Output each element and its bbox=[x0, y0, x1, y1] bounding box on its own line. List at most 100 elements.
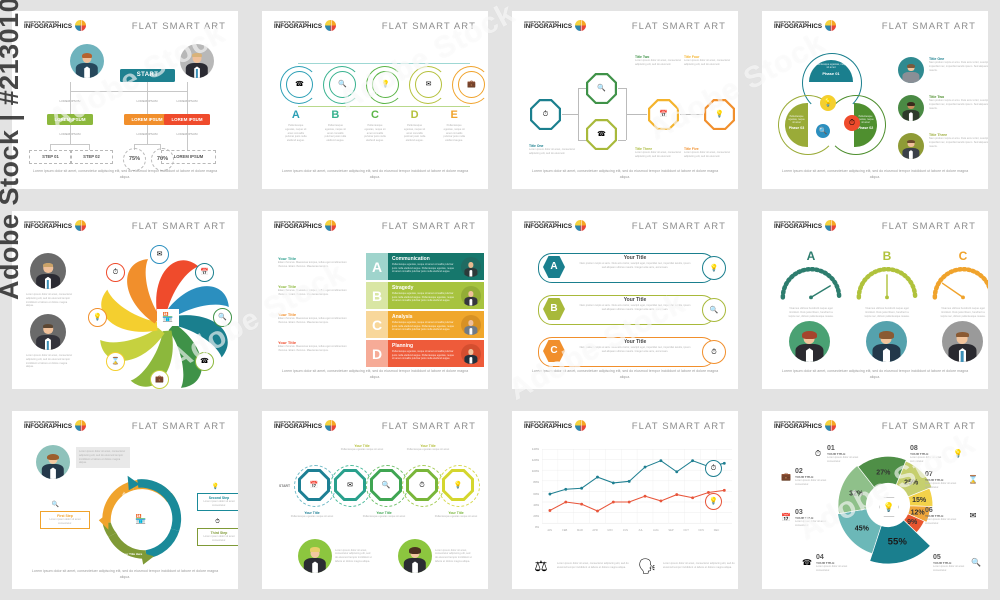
step-card[interactable]: Third Step Lorem ipsum dolor sit amet co… bbox=[197, 528, 238, 546]
process-text: Pellentesque egestas, neque sit amet con… bbox=[285, 124, 307, 142]
gauge-item[interactable]: C Vivamus ultrices hendrerit neque eget … bbox=[928, 249, 988, 318]
end-box[interactable]: LOREM IPSUM bbox=[161, 150, 216, 164]
svg-text:32%: 32% bbox=[849, 490, 864, 497]
callout[interactable]: 01 YOUR TITLE Lorem ipsum dolor sit amet… bbox=[827, 445, 871, 464]
slide-title: FLAT SMART ART bbox=[131, 221, 226, 232]
pie-cube-icon bbox=[825, 220, 837, 231]
footer-caption: Lorem ipsum dolor sit amet, consectetuer… bbox=[531, 169, 719, 179]
step-box[interactable]: STEP 02 bbox=[70, 150, 113, 164]
connector-label: LOREM IPSUM bbox=[176, 99, 198, 103]
magnifier-icon: 🔍 bbox=[971, 558, 981, 567]
x-tick-label: OCT bbox=[683, 529, 689, 532]
avatar bbox=[461, 314, 481, 335]
phase-text: Pellentesque egestas, neque sit amet bbox=[857, 115, 874, 124]
callout[interactable]: 04 YOUR TITLE Lorem ipsum dolor sit amet… bbox=[816, 554, 858, 573]
timeline-node[interactable]: 📅 bbox=[298, 469, 330, 501]
flow-node[interactable]: 💡 bbox=[704, 99, 735, 130]
brand-line2: INFOGRAPHICS bbox=[524, 222, 573, 230]
donut-chart[interactable]: 25% 15% 12% 9% 55% 45% 32% 27% bbox=[824, 441, 952, 569]
brand-line1: ADAPTIVE BUSINESS bbox=[774, 19, 810, 24]
slide-octagon-flow[interactable]: ADAPTIVE BUSINESS INFOGRAPHICS FLAT SMAR… bbox=[512, 11, 738, 189]
calendar-icon: 📅 bbox=[781, 513, 791, 522]
timeline-node[interactable]: 💡 bbox=[442, 469, 474, 501]
callout-num: 05 bbox=[933, 554, 941, 561]
avatar bbox=[898, 57, 924, 83]
person-text: Nam pretium turpis et arcu. Duis arcu to… bbox=[929, 61, 988, 72]
slide-abc-rows[interactable]: ADAPTIVE BUSINESS INFOGRAPHICS FLAT SMAR… bbox=[512, 211, 738, 389]
slide-title: FLAT SMART ART bbox=[381, 421, 476, 432]
flow-node[interactable]: ⏱ bbox=[530, 99, 561, 130]
row-letter[interactable]: C bbox=[543, 340, 565, 362]
start-button[interactable]: START bbox=[120, 69, 175, 82]
callout-num: 07 bbox=[925, 471, 933, 478]
callout[interactable]: 05 YOUR TITLE Lorem ipsum dolor sit amet… bbox=[933, 554, 975, 573]
timeline-node[interactable]: ⏱ bbox=[406, 469, 438, 501]
percent-circle[interactable]: 75% bbox=[123, 148, 146, 171]
row-body: Your Title Nam pretium turpis et arcu. D… bbox=[578, 255, 692, 270]
callout[interactable]: 03 YOUR TITLE Lorem ipsum dolor sit amet… bbox=[795, 509, 837, 528]
level-bar[interactable]: LOREM IPSUM bbox=[47, 114, 93, 125]
step-card[interactable]: First Step Lorem ipsum dolor sit amet co… bbox=[40, 511, 90, 529]
callout[interactable]: 06 YOUR TITLE Lorem ipsum dolor sit amet… bbox=[925, 507, 967, 526]
slide-org-chart[interactable]: ADAPTIVE BUSINESS INFOGRAPHICS FLAT SMAR… bbox=[12, 11, 238, 189]
process-ring-row: ☎ 🔍 💡 ✉ 💼 bbox=[276, 63, 488, 107]
row-text: Nam pretium turpis et arcu. Duis arcu to… bbox=[579, 262, 691, 269]
flow-node[interactable]: 📅 bbox=[648, 99, 679, 130]
gauge-item[interactable]: B Vivamus ultrices hendrerit neque eget … bbox=[852, 249, 922, 318]
slide-line-chart[interactable]: ADAPTIVE BUSINESS INFOGRAPHICS FLAT SMAR… bbox=[512, 411, 738, 589]
slide-gauges[interactable]: ADAPTIVE BUSINESS INFOGRAPHICS FLAT SMAR… bbox=[762, 211, 988, 389]
step-box[interactable]: STEP 01 bbox=[29, 150, 72, 164]
slide-title: FLAT SMART ART bbox=[881, 221, 976, 232]
callout-num: 03 bbox=[795, 509, 803, 516]
phase-node[interactable]: Pellentesque egestas, neque sit amet Pha… bbox=[809, 60, 853, 82]
step-card[interactable]: Second Step Lorem ipsum dolor sit amet c… bbox=[197, 493, 238, 511]
callout-title: YOUR TITLE bbox=[795, 475, 814, 479]
avatar bbox=[461, 343, 481, 364]
slide-pinwheel[interactable]: ADAPTIVE BUSINESS INFOGRAPHICS FLAT SMAR… bbox=[12, 211, 238, 389]
slide-cycle-arrows[interactable]: ADAPTIVE BUSINESS INFOGRAPHICS FLAT SMAR… bbox=[12, 411, 238, 589]
band-row[interactable]: A Communication Pellentesque egestas, ne… bbox=[366, 253, 484, 280]
row-letter[interactable]: B bbox=[543, 298, 565, 320]
flow-node[interactable]: ☎ bbox=[586, 119, 617, 150]
callout[interactable]: 02 YOUR TITLE Lorem ipsum dolor sit amet… bbox=[795, 468, 837, 487]
slide-donut[interactable]: ADAPTIVE BUSINESS INFOGRAPHICS FLAT SMAR… bbox=[762, 411, 988, 589]
brand-line1: ADAPTIVE BUSINESS bbox=[774, 419, 810, 424]
slide-timeline-oct[interactable]: ADAPTIVE BUSINESS INFOGRAPHICS FLAT SMAR… bbox=[262, 411, 488, 589]
phase-node[interactable]: Pellentesque egestas, neque sit amet Pha… bbox=[854, 103, 877, 147]
briefcase-icon: 💼 bbox=[150, 370, 169, 389]
flow-node[interactable]: 🔍 bbox=[586, 73, 617, 104]
side-text: Etiam rhoncus. Maecenas tempus, tellus e… bbox=[278, 345, 347, 352]
row-letter[interactable]: A bbox=[543, 256, 565, 278]
phase-node[interactable]: Pellentesque egestas, neque sit amet Pha… bbox=[785, 103, 808, 147]
gauge-item[interactable]: A Vivamus ultrices hendrerit neque eget … bbox=[776, 249, 846, 318]
pie-cube-icon bbox=[325, 420, 337, 431]
stopwatch-icon: ⏱ bbox=[532, 101, 559, 128]
callout-title: YOUR TITLE bbox=[925, 478, 944, 482]
slide-abcd-bands[interactable]: ADAPTIVE BUSINESS INFOGRAPHICS FLAT SMAR… bbox=[262, 211, 488, 389]
timeline-node[interactable]: ✉ bbox=[334, 469, 366, 501]
callout-num: 01 bbox=[827, 445, 835, 452]
brand-logo: ADAPTIVE BUSINESS INFOGRAPHICS bbox=[524, 220, 587, 231]
slide-three-phase[interactable]: ADAPTIVE BUSINESS INFOGRAPHICS FLAT SMAR… bbox=[762, 11, 988, 189]
band-row[interactable]: B Stragedy Pellentesque egestas, neque s… bbox=[366, 282, 484, 309]
callout[interactable]: 07 YOUR TITLE Lorem ipsum dolor sit amet… bbox=[925, 471, 967, 490]
flow-label-title: Title Two bbox=[635, 55, 650, 59]
callout-text: Lorem ipsum dolor sit amet consectetur. bbox=[827, 456, 859, 463]
y-tick-label: 0% bbox=[534, 525, 539, 529]
slide-abcde-process[interactable]: ADAPTIVE BUSINESS INFOGRAPHICS FLAT SMAR… bbox=[262, 11, 488, 189]
percent-circle[interactable]: 70% bbox=[151, 148, 174, 171]
timeline-node[interactable]: 🔍 bbox=[370, 469, 402, 501]
person-title: Title Two bbox=[929, 95, 945, 99]
callout[interactable]: 08 YOUR TITLE Lorem ipsum dolor sit amet… bbox=[910, 445, 952, 464]
level-bar[interactable]: LOREM IPSUM bbox=[164, 114, 210, 125]
band-row[interactable]: D Planning Pellentesque egestas, neque s… bbox=[366, 340, 484, 367]
avatar bbox=[298, 539, 332, 573]
brand-logo: ADAPTIVE BUSINESS INFOGRAPHICS bbox=[524, 420, 587, 431]
level-bar[interactable]: LOREM IPSUM bbox=[124, 114, 170, 125]
avatar bbox=[30, 253, 66, 289]
phase-label: Phase 01 bbox=[822, 71, 840, 76]
line-chart[interactable]: 140% 120% 100% 80% 60% 40% 20% 0% JAN FEB MAR APR M… bbox=[524, 447, 733, 544]
row-text: Nam pretium turpis et arcu. Duis arcu to… bbox=[579, 304, 691, 311]
magnifier-icon: 🔍 bbox=[702, 298, 726, 322]
band-row[interactable]: C Analysis Pellentesque egestas, neque s… bbox=[366, 311, 484, 338]
